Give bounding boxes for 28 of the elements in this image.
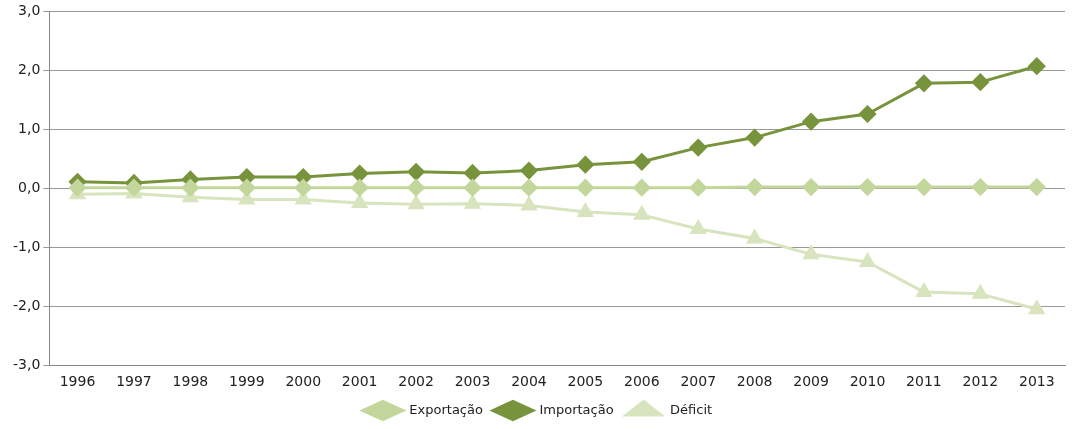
x-tick-label: 1996 (59, 373, 96, 390)
x-tick-label: 2002 (398, 373, 434, 390)
x-tick-label: 2004 (511, 373, 547, 390)
x-tick-label: 2005 (567, 373, 604, 390)
x-tick-label: 2003 (454, 373, 491, 390)
x-tick-label: 2008 (736, 373, 773, 390)
x-tick-label: 1998 (172, 373, 209, 390)
y-tick-label: 2,0 (18, 61, 41, 78)
x-tick-label: 2011 (906, 373, 942, 390)
y-tick-label: 3,0 (18, 2, 41, 19)
y-tick-label: 1,0 (18, 119, 41, 136)
x-tick-label: 2013 (1018, 373, 1055, 390)
y-tick-label: -2,0 (12, 296, 41, 313)
x-tick-label: 2012 (962, 373, 999, 390)
x-tick-label: 2007 (680, 373, 717, 390)
y-tick-label: -3,0 (12, 355, 41, 372)
y-tick-label: 0,0 (18, 178, 41, 195)
x-tick-label: 1997 (116, 373, 152, 390)
x-tick-label: 2009 (793, 373, 829, 390)
y-tick-label: -1,0 (12, 237, 41, 254)
legend-label: Importação (539, 401, 614, 417)
x-tick-label: 2000 (285, 373, 322, 390)
x-tick-label: 2001 (341, 373, 378, 390)
x-tick-label: 2006 (623, 373, 660, 390)
legend-label: Exportação (409, 401, 483, 417)
x-tick-label: 2010 (849, 373, 886, 390)
legend-label: Déficit (670, 401, 713, 417)
x-tick-label: 1999 (228, 373, 265, 390)
